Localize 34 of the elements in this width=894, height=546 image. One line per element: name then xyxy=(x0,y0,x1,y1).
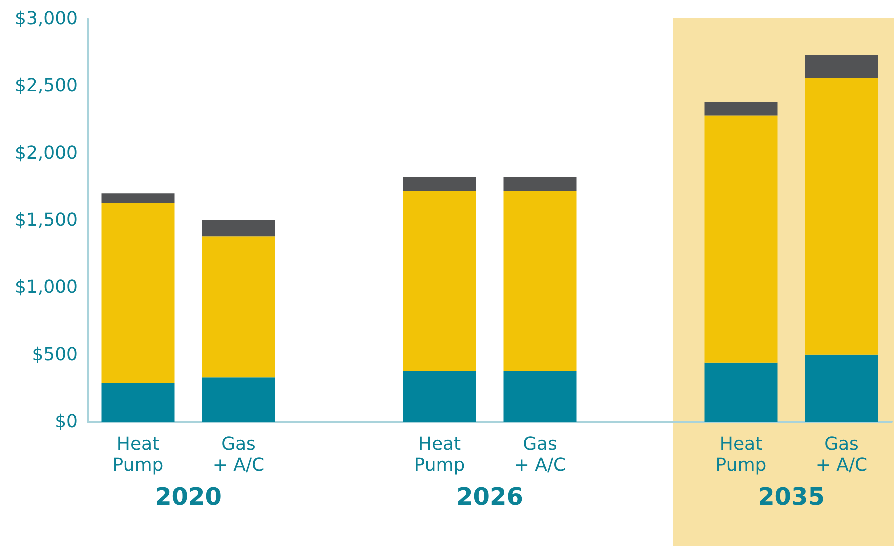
bar xyxy=(403,178,476,191)
y-tick-label: $2,000 xyxy=(15,142,78,164)
y-tick-label: $1,000 xyxy=(15,277,78,298)
text: 2020 xyxy=(155,483,222,511)
bar xyxy=(805,55,878,78)
bar xyxy=(102,383,175,422)
bar xyxy=(504,178,577,191)
x-tick-label: Heat Pump xyxy=(716,434,767,476)
bar xyxy=(504,370,577,422)
bar xyxy=(202,378,276,422)
bar xyxy=(704,102,778,116)
bar xyxy=(805,78,878,355)
x-tick-label: Heat Pump xyxy=(414,434,466,476)
y-tick-label: $3,000 xyxy=(15,8,78,30)
y-tick-label: $500 xyxy=(32,344,78,366)
bar xyxy=(403,370,476,422)
y-tick-label: $2,500 xyxy=(15,76,78,97)
bar xyxy=(704,116,778,363)
bar xyxy=(504,190,577,371)
bar xyxy=(805,354,878,422)
bar xyxy=(102,203,175,384)
x-tick-label: Gas + A/C xyxy=(514,434,566,476)
bar xyxy=(102,194,175,204)
x-tick-label: Gas + A/C xyxy=(816,434,868,476)
bar xyxy=(202,236,276,378)
text: 2026 xyxy=(456,483,524,511)
x-tick-label: Gas + A/C xyxy=(212,434,265,476)
bar xyxy=(202,220,276,237)
x-tick-label: Heat Pump xyxy=(112,434,164,476)
text: 2035 xyxy=(758,483,825,511)
bar xyxy=(403,190,476,371)
y-tick-label: $1,500 xyxy=(15,210,78,231)
bar xyxy=(704,362,778,422)
y-tick-label: $0 xyxy=(55,412,78,432)
